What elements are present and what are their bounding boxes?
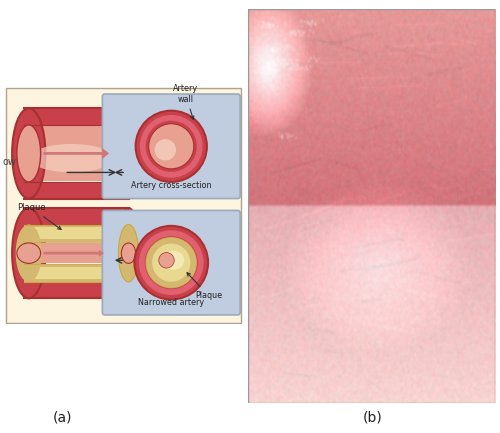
Circle shape xyxy=(139,230,203,295)
Ellipse shape xyxy=(122,243,136,263)
FancyBboxPatch shape xyxy=(24,126,128,181)
Circle shape xyxy=(134,226,208,300)
Text: Plaque: Plaque xyxy=(187,273,222,300)
Ellipse shape xyxy=(116,108,140,199)
Polygon shape xyxy=(24,268,128,279)
Ellipse shape xyxy=(159,252,174,268)
Text: Artery cross-section: Artery cross-section xyxy=(131,181,212,190)
Ellipse shape xyxy=(120,125,137,182)
FancyBboxPatch shape xyxy=(102,94,240,199)
Ellipse shape xyxy=(16,224,42,282)
Ellipse shape xyxy=(12,208,46,298)
Polygon shape xyxy=(24,227,128,239)
Text: Narrowed artery: Narrowed artery xyxy=(138,297,204,307)
Wedge shape xyxy=(146,238,196,288)
Polygon shape xyxy=(24,108,128,125)
Circle shape xyxy=(148,124,194,169)
FancyBboxPatch shape xyxy=(24,243,128,263)
FancyBboxPatch shape xyxy=(102,210,240,315)
FancyBboxPatch shape xyxy=(6,88,242,323)
Ellipse shape xyxy=(30,144,113,172)
Ellipse shape xyxy=(12,108,46,199)
Ellipse shape xyxy=(17,125,40,182)
Circle shape xyxy=(146,238,196,288)
Text: Artery
wall: Artery wall xyxy=(173,84,198,120)
Polygon shape xyxy=(24,182,128,199)
Polygon shape xyxy=(24,208,128,225)
Text: (b): (b) xyxy=(362,411,382,425)
Circle shape xyxy=(154,139,176,161)
Polygon shape xyxy=(24,264,128,282)
Text: ow: ow xyxy=(2,157,16,167)
Text: (a): (a) xyxy=(53,411,72,425)
Polygon shape xyxy=(24,225,128,242)
Circle shape xyxy=(140,115,202,178)
Circle shape xyxy=(146,121,197,172)
Text: Plaque: Plaque xyxy=(17,204,61,229)
Circle shape xyxy=(136,111,207,182)
Ellipse shape xyxy=(118,224,139,282)
Circle shape xyxy=(144,236,198,289)
Ellipse shape xyxy=(163,251,184,270)
Ellipse shape xyxy=(17,243,40,263)
Polygon shape xyxy=(24,282,128,298)
Ellipse shape xyxy=(116,208,140,298)
